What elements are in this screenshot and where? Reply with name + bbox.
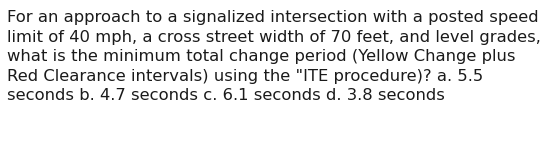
Text: For an approach to a signalized intersection with a posted speed
limit of 40 mph: For an approach to a signalized intersec…	[7, 10, 541, 104]
